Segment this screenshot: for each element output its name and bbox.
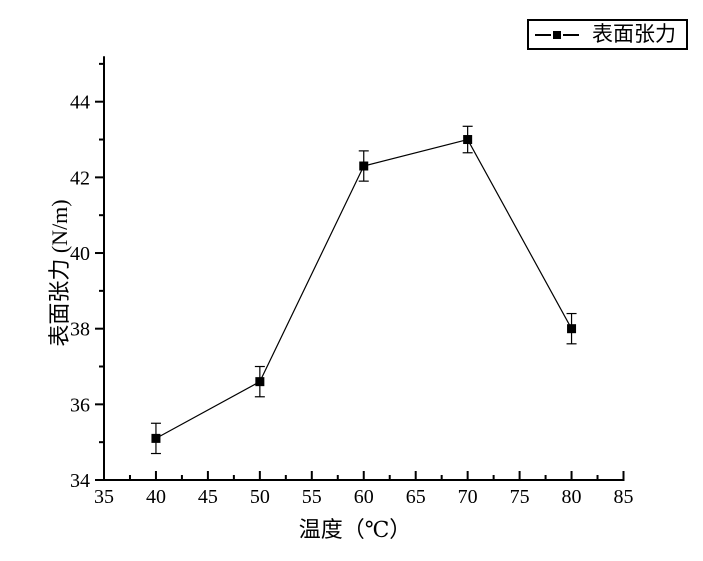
legend: 表面张力 [527,19,688,50]
y-tick-label: 36 [70,394,90,416]
legend-square-marker-icon [553,30,561,39]
x-tick-label: 65 [406,486,426,508]
y-axis-title: 表面张力 (N/m) [47,199,72,347]
y-tick-label: 42 [70,167,90,189]
x-axis-title: 温度（℃） [298,517,412,542]
x-tick-label: 75 [510,486,530,508]
x-tick-label: 50 [250,486,270,508]
y-tick-label: 34 [70,470,90,492]
y-tick-label: 44 [70,92,90,114]
legend-series-label: 表面张力 [592,22,676,46]
data-point-marker [151,433,161,443]
x-tick-label: 70 [458,486,478,508]
data-point-marker [255,377,265,387]
data-point-marker [567,324,577,334]
x-tick-label: 40 [146,486,166,508]
legend-line-icon [535,33,551,36]
x-tick-label: 35 [94,486,114,508]
y-tick-label: 38 [70,319,90,341]
x-tick-label: 45 [198,486,218,508]
x-tick-label: 80 [562,486,582,508]
y-tick-label: 40 [70,243,90,265]
data-line [155,138,573,439]
legend-key [535,30,579,39]
x-tick-label: 55 [302,486,322,508]
data-point-marker [359,161,369,171]
data-point-marker [463,135,473,145]
x-tick-label: 85 [614,486,634,508]
x-tick-label: 60 [354,486,374,508]
legend-line-icon [563,33,579,36]
